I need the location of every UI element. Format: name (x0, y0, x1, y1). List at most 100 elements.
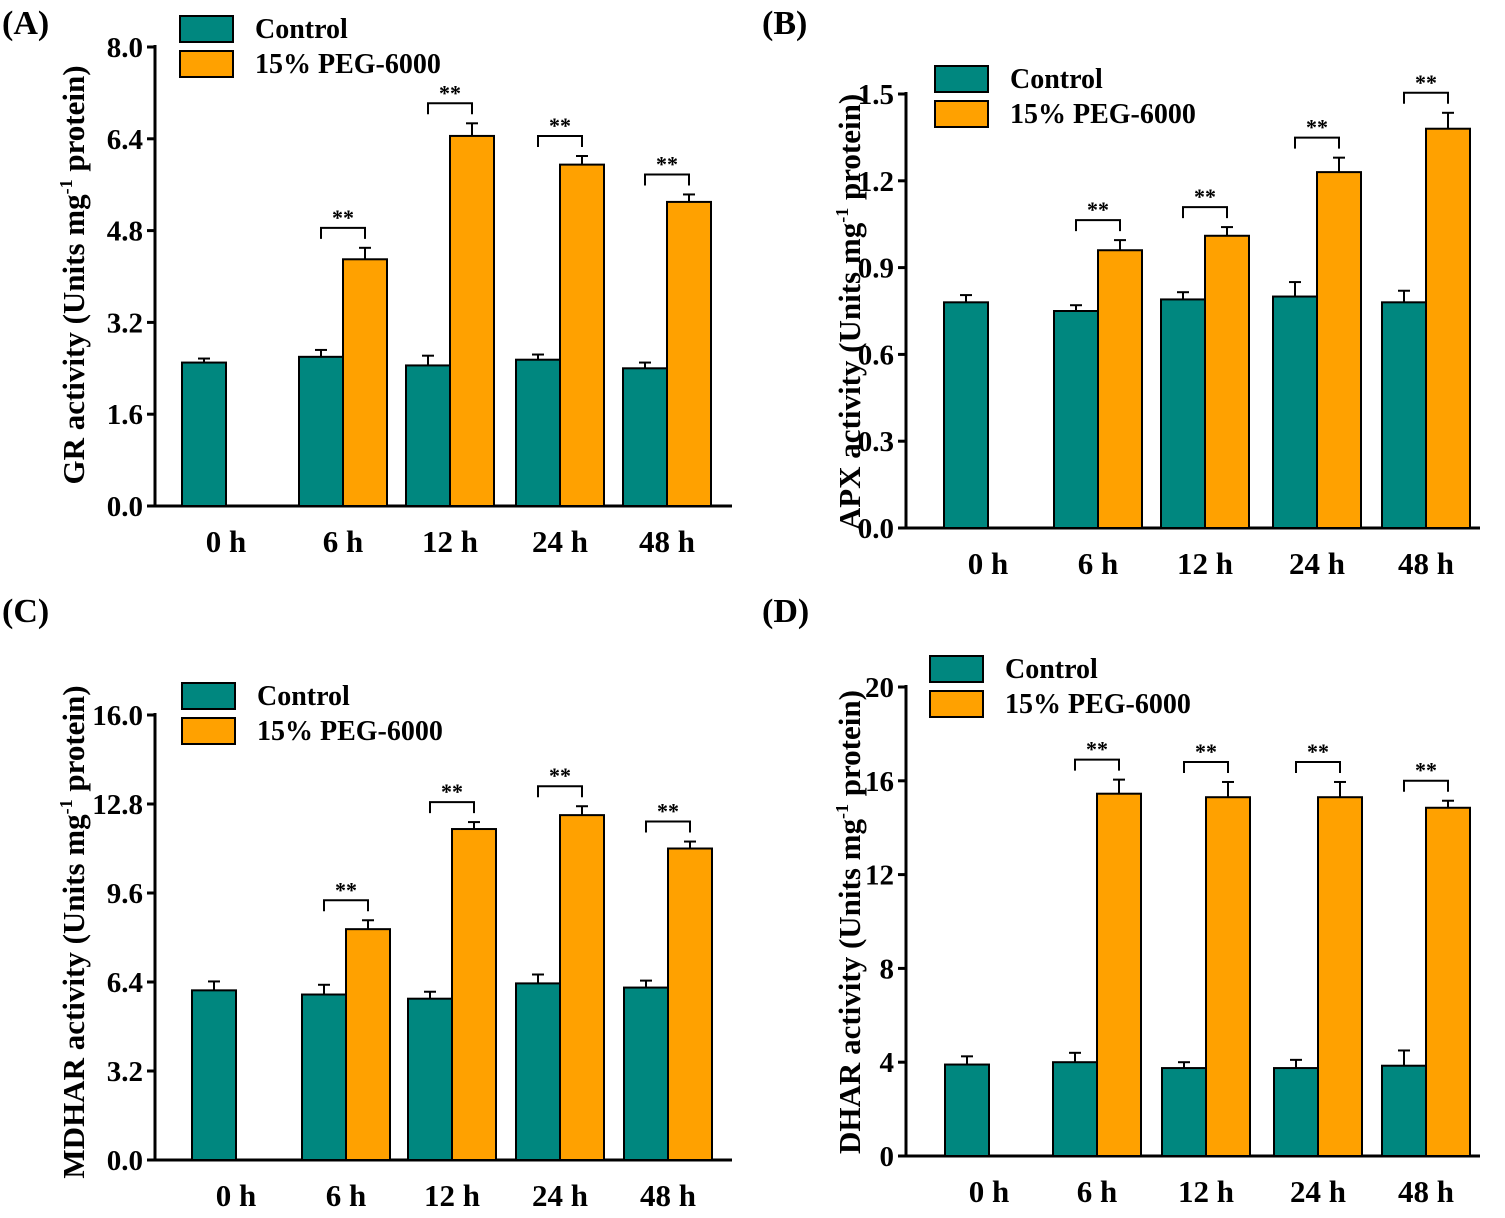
legend-label-treatment: 15% PEG-6000 (1010, 99, 1196, 130)
significance-label: ** (657, 799, 679, 824)
y-axis-label: DHAR activity (Units mg-1 protein) (832, 690, 867, 1154)
legend: Control 15% PEG-6000 (929, 654, 1191, 720)
significance-bracket (1294, 136, 1340, 149)
significance-bracket (320, 226, 366, 239)
bar-treatment (1097, 249, 1143, 530)
x-tick-label: 48 h (639, 524, 695, 559)
legend-swatch-control (929, 655, 984, 683)
bar-control (298, 355, 344, 508)
x-tick-label: 6 h (1077, 1174, 1118, 1209)
significance-label: ** (1194, 184, 1216, 209)
bar-control (622, 367, 668, 507)
bar-control (1273, 1067, 1319, 1157)
y-tick-label: 0.0 (858, 513, 894, 545)
x-tick-label: 48 h (1398, 546, 1454, 581)
significance-label: ** (549, 763, 571, 788)
bar-control (1272, 295, 1318, 529)
legend-swatch-treatment (181, 717, 236, 745)
bar-control (301, 993, 347, 1161)
significance-label: ** (1307, 739, 1329, 764)
legend-swatch-control (181, 682, 236, 710)
x-tick-label: 6 h (1078, 546, 1119, 581)
significance-bracket (537, 135, 583, 148)
panel-label: (B) (762, 5, 807, 42)
bar-treatment (451, 828, 497, 1161)
y-tick-label: 1.6 (107, 399, 143, 431)
legend-label-treatment: 15% PEG-6000 (1005, 689, 1191, 720)
significance-label: ** (441, 779, 463, 804)
chart-panel-2: (B) APX activity (Units mg-1 protein)0.0 0… (762, 5, 1480, 581)
significance-bracket (1074, 758, 1120, 771)
y-tick-label: 16 (865, 766, 894, 798)
bar-control (1381, 301, 1427, 529)
bar-control (944, 1063, 990, 1158)
significance-label: ** (439, 80, 461, 105)
x-tick-label: 12 h (1178, 1174, 1234, 1209)
x-tick-label: 12 h (1177, 546, 1233, 581)
panel-label: (D) (762, 593, 809, 630)
bar-control (181, 361, 227, 507)
bar-treatment (1204, 234, 1250, 529)
y-tick-label: 8 (880, 953, 895, 985)
bar-control (623, 986, 669, 1161)
bar-treatment (1425, 127, 1471, 529)
bar-treatment (666, 200, 712, 507)
x-tick-label: 0 h (216, 1178, 257, 1213)
y-tick-label: 1.2 (858, 166, 894, 198)
legend-label-control: Control (1005, 654, 1098, 685)
legend-label-control: Control (255, 14, 348, 45)
significance-bracket (1075, 219, 1121, 232)
legend-swatch-control (934, 65, 989, 93)
significance-bracket (1403, 779, 1449, 792)
bar-control (515, 358, 561, 507)
legend-label-treatment: 15% PEG-6000 (257, 716, 443, 747)
significance-bracket (323, 899, 369, 912)
legend-swatch-treatment (934, 100, 989, 128)
legend-swatch-treatment (929, 690, 984, 718)
y-tick-label: 0.0 (107, 1145, 143, 1177)
y-tick-label: 4 (880, 1047, 895, 1079)
bar-treatment (1096, 792, 1142, 1157)
legend-label-control: Control (257, 681, 350, 712)
significance-bracket (645, 820, 691, 833)
y-tick-label: 4.8 (107, 216, 143, 248)
y-tick-label: 8.0 (107, 32, 143, 64)
y-tick-label: 3.2 (107, 307, 143, 339)
legend: Control 15% PEG-6000 (181, 681, 443, 747)
x-tick-label: 48 h (1398, 1174, 1454, 1209)
bar-control (1053, 310, 1099, 529)
significance-label: ** (1415, 758, 1437, 783)
y-tick-label: 1.5 (858, 79, 894, 111)
significance-label: ** (1415, 70, 1437, 95)
bar-treatment (1316, 171, 1362, 529)
significance-bracket (427, 102, 473, 115)
significance-label: ** (335, 877, 357, 902)
significance-bracket (1403, 91, 1449, 104)
significance-bracket (1295, 760, 1341, 773)
y-tick-label: 6.4 (107, 967, 143, 999)
bar-control (407, 997, 453, 1161)
legend-label-treatment: 15% PEG-6000 (255, 49, 441, 80)
significance-bracket (1182, 206, 1228, 219)
significance-label: ** (656, 151, 678, 176)
y-tick-label: 0 (880, 1141, 895, 1173)
x-tick-label: 48 h (640, 1178, 696, 1213)
x-tick-label: 24 h (1289, 546, 1345, 581)
x-tick-label: 24 h (532, 524, 588, 559)
legend-swatch-control (179, 15, 234, 43)
bar-treatment (667, 847, 713, 1161)
y-tick-label: 9.6 (107, 878, 143, 910)
legend: Control 15% PEG-6000 (934, 64, 1196, 130)
bar-treatment (345, 928, 391, 1161)
bar-control (1381, 1064, 1427, 1158)
y-tick-label: 0.0 (107, 491, 143, 523)
significance-label: ** (1306, 115, 1328, 140)
y-tick-label: 20 (865, 672, 894, 704)
legend-label-control: Control (1010, 64, 1103, 95)
y-axis-label: MDHAR activity (Units mg-1 protein) (56, 685, 91, 1178)
x-tick-label: 6 h (323, 524, 364, 559)
y-tick-label: 0.9 (858, 253, 894, 285)
bar-control (1160, 298, 1206, 529)
x-tick-label: 24 h (1290, 1174, 1346, 1209)
y-tick-label: 6.4 (107, 124, 143, 156)
